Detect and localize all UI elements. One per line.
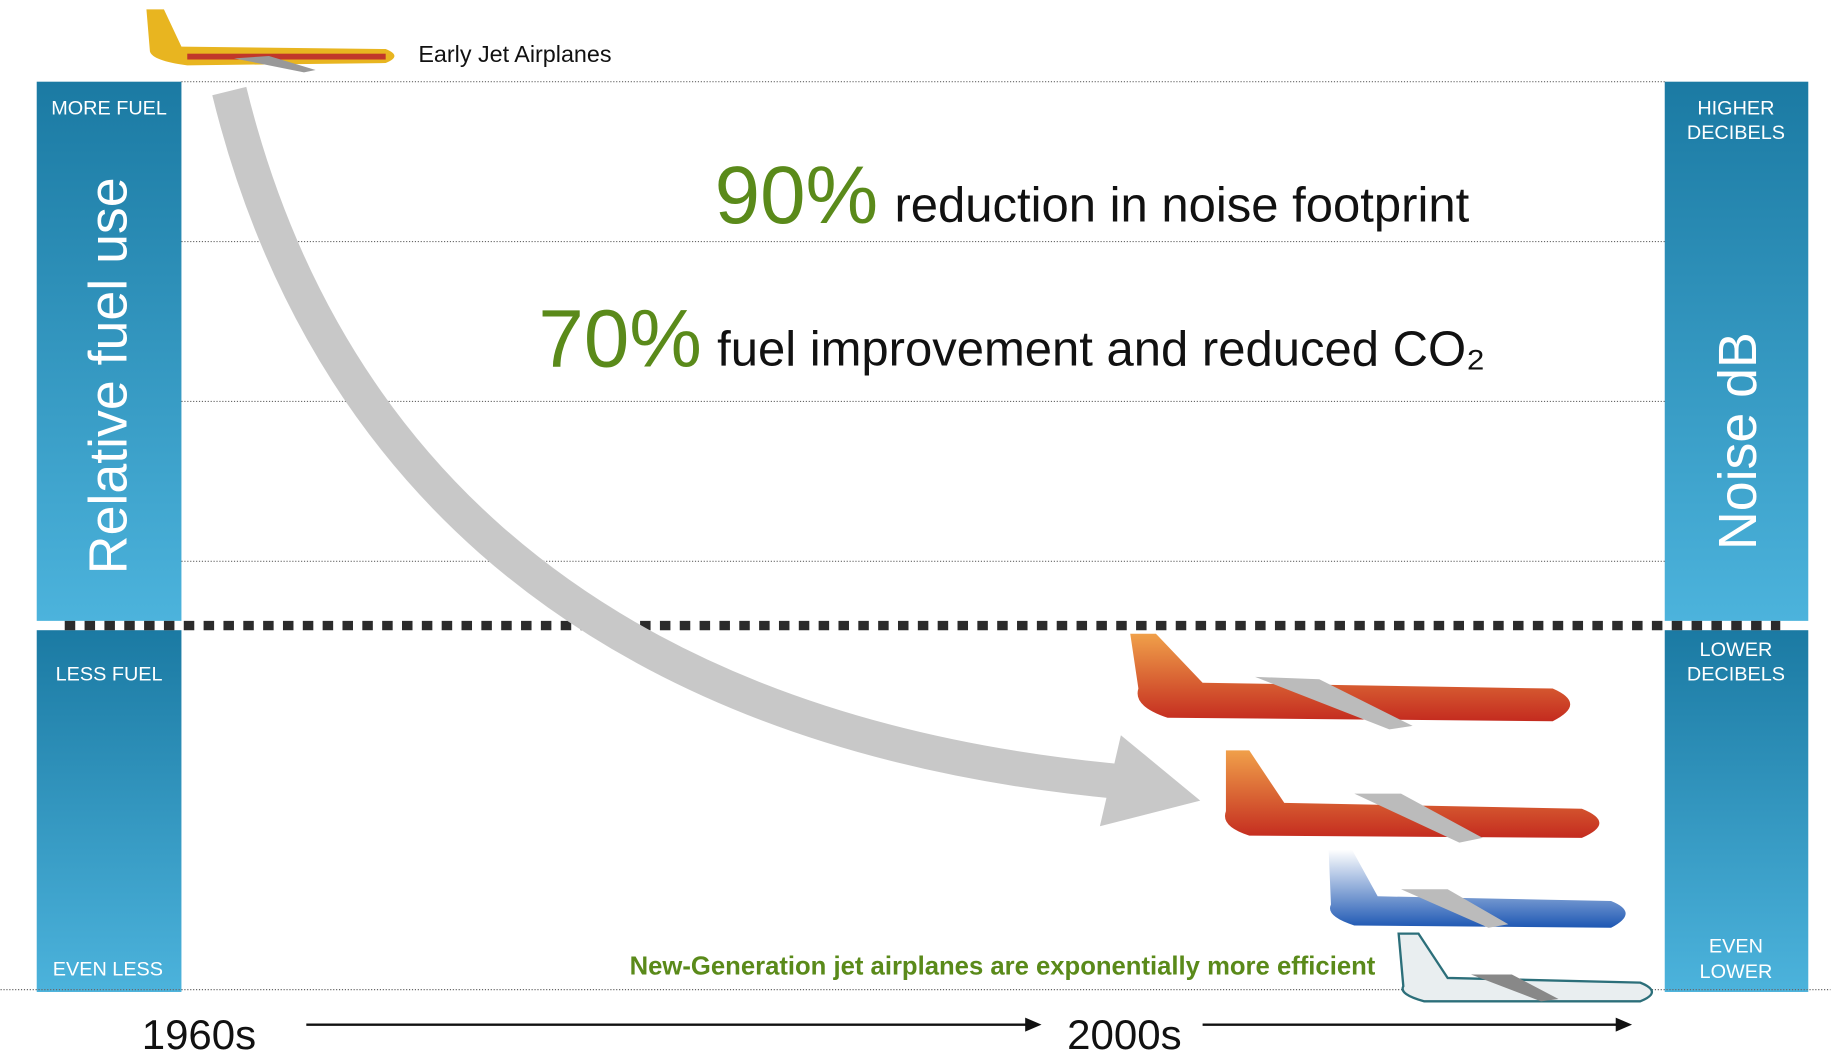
infographic: Early Jet Airplanes MORE FUEL LESS FUEL …: [0, 0, 1831, 1055]
noise-top-label: DECIBELS: [1687, 122, 1785, 144]
caption: New-Generation jet airplanes are exponen…: [630, 952, 1376, 980]
noise-bottom-label: LOWER: [1700, 961, 1773, 983]
jet-747: [1130, 634, 1570, 730]
noise-axis-title: Noise dB: [1708, 332, 1768, 550]
noise-middle-label: DECIBELS: [1687, 663, 1785, 685]
trend-arrowhead: [1100, 735, 1200, 826]
jet-737: [1399, 934, 1652, 1002]
noise-middle-label: LOWER: [1700, 639, 1773, 661]
timeline-arrowhead: [1616, 1018, 1632, 1032]
fuel-axis-title: Relative fuel use: [79, 177, 139, 574]
stat-figure: 90%: [715, 150, 879, 241]
early-jet: [146, 9, 394, 72]
stat-text: fuel improvement and reduced CO₂: [717, 322, 1485, 376]
jet-787: [1329, 850, 1626, 928]
timeline-label: 1960s: [142, 1011, 256, 1055]
fuel-bottom-label: EVEN LESS: [53, 959, 163, 981]
noise-top-label: HIGHER: [1697, 97, 1774, 119]
timeline-arrowhead: [1025, 1018, 1041, 1032]
fuel-middle-label: LESS FUEL: [56, 663, 163, 685]
early-jets-label: Early Jet Airplanes: [418, 41, 611, 67]
fuel-top-label: MORE FUEL: [51, 97, 167, 119]
stat-text: reduction in noise footprint: [894, 179, 1469, 233]
timeline-label: 2000s: [1067, 1011, 1181, 1055]
noise-bottom-label: EVEN: [1709, 935, 1763, 957]
jet-777: [1225, 750, 1599, 842]
stat-figure: 70%: [538, 293, 701, 384]
page: Early Jet Airplanes MORE FUEL LESS FUEL …: [0, 0, 1831, 1055]
